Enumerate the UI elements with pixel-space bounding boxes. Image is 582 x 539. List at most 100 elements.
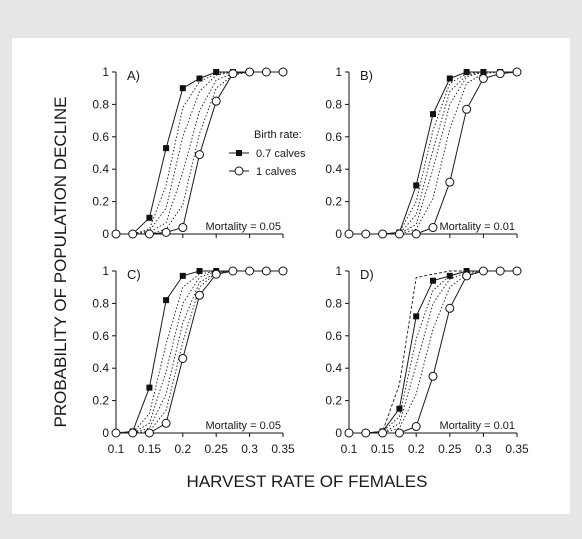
panel-0: 0 0.2 0.4 0.6 0.8 1 A) Mortality = 0.05 [92, 65, 288, 241]
panel-3-x-tick-label: 0.1 [341, 442, 358, 456]
panel-1-label: B) [360, 68, 373, 83]
panel-3-x-tick-label: 0.2 [408, 442, 425, 456]
panel-0-point-circle [144, 229, 154, 239]
panel-3-point-square [396, 405, 403, 412]
panel-1-point-circle [361, 229, 371, 239]
panel-0-point-square [146, 214, 153, 221]
panel-3-x-tick-label: 0.3 [475, 442, 492, 456]
panel-1-point-circle [378, 229, 388, 239]
panel-1-point-square [413, 182, 420, 189]
panel-0-point-square [179, 85, 186, 92]
panel-0-y-tick-label: 0.2 [92, 195, 109, 209]
panel-3-point-circle [378, 428, 388, 438]
panel-3-point-square [446, 272, 453, 279]
panel-2-point-circle [144, 428, 154, 438]
panel-2-series-3-line [116, 270, 283, 434]
panel-3-label: D) [360, 267, 374, 282]
panel-0-label: A) [127, 68, 140, 83]
panel-1-point-square [446, 75, 453, 82]
panel-3-point-circle [428, 371, 438, 381]
figure-paper [12, 38, 570, 514]
panel-0-y-tick-label: 0.4 [92, 162, 109, 176]
panel-3-series-1-line [349, 270, 517, 434]
panel-3-series-0-line [349, 270, 517, 434]
panel-3-x-tick-label: 0.15 [371, 442, 395, 456]
legend-marker-circle [234, 166, 244, 176]
panel-2-label: C) [127, 267, 141, 282]
panel-3-series-4-line [349, 270, 517, 434]
panel-1-series-2-line [349, 71, 517, 235]
panel-1-y-tick-label: 0.8 [325, 97, 342, 111]
panel-3-point-circle [462, 271, 472, 281]
panel-1-point-circle [411, 229, 421, 239]
panel-2-point-circle [211, 269, 221, 279]
panel-0-point-circle [178, 223, 188, 233]
panel-1-series-0-line [349, 71, 517, 235]
panel-2-point-circle [161, 418, 171, 428]
panel-1-series-4-line [349, 71, 517, 235]
panel-3-annotation: Mortality = 0.01 [439, 420, 515, 432]
panel-0-annotation: Mortality = 0.05 [205, 221, 281, 233]
panel-3-point-square [430, 277, 436, 284]
panel-0-y-tick-label: 1 [102, 65, 109, 79]
panel-1-annotation: Mortality = 0.01 [439, 221, 515, 233]
panel-2-point-circle [261, 266, 271, 276]
panel-2-x-tick-label: 0.2 [174, 442, 191, 456]
panel-2-point-circle [195, 290, 204, 300]
panel-3-point-circle [394, 428, 404, 438]
panel-2: 0 0.2 0.4 0.6 0.8 1 0.1 0.15 0.2 0.25 0.3 0.35 C) Mor… [92, 264, 295, 456]
panel-2-y-tick-label: 0.8 [92, 296, 109, 310]
panel-3-y-tick-label: 0.6 [325, 329, 342, 343]
panel-2-y-tick-label: 1 [102, 264, 109, 278]
panel-2-point-circle [245, 266, 255, 276]
panel-3-point-circle [495, 266, 505, 276]
panel-1-point-square [480, 69, 487, 75]
panel-3-point-circle [361, 428, 371, 438]
panel-1-series-1-line [349, 71, 517, 235]
panel-3-point-circle [411, 422, 421, 432]
panel-0-point-circle [245, 67, 255, 77]
panel-1-series-3-line [349, 71, 517, 235]
panel-3-series-5-line [349, 270, 517, 434]
legend-title: Birth rate: [254, 129, 302, 141]
panel-0-point-circle [278, 67, 288, 77]
panel-3-point-square [413, 313, 420, 320]
panel-2-point-square [163, 297, 170, 304]
panel-1-y-tick-label: 0.2 [325, 195, 342, 209]
panel-3-series-3-line [349, 270, 517, 434]
panel-1-point-square [463, 69, 470, 75]
x-axis-label: HARVEST RATE OF FEMALES [187, 472, 428, 491]
panel-2-point-circle [278, 266, 288, 276]
panel-3-point-circle [344, 428, 354, 438]
panel-1-point-circle [344, 229, 354, 239]
panel-0-y-tick-label: 0 [102, 227, 109, 241]
panel-0-point-square [196, 75, 203, 82]
panel-0-point-circle [195, 150, 204, 160]
panel-1-point-circle [445, 177, 455, 187]
panel-0-point-circle [111, 229, 121, 239]
panel-2-x-tick-label: 0.25 [205, 442, 229, 456]
panel-2-point-square [179, 272, 186, 279]
y-axis-label: PROBABILITY OF POPULATION DECLINE [51, 97, 70, 428]
panel-1-y-tick-label: 0 [335, 227, 342, 241]
panel-3-point-circle [445, 303, 455, 313]
panel-3-x-tick-label: 0.25 [438, 442, 462, 456]
panel-2-point-circle [178, 353, 188, 363]
panel-0-y-tick-label: 0.6 [92, 130, 109, 144]
panel-1-point-circle [394, 229, 404, 239]
legend-marker-square [236, 150, 242, 156]
panel-1-point-circle [462, 104, 472, 114]
panel-1-y-tick-label: 0.4 [325, 162, 342, 176]
panel-2-annotation: Mortality = 0.05 [205, 420, 281, 432]
panel-2-point-square [196, 268, 203, 274]
panel-2-x-tick-label: 0.1 [108, 442, 125, 456]
legend: Birth rate: 0.7 calves 1 calves [229, 129, 306, 178]
panel-3-point-circle [512, 266, 522, 276]
panel-2-point-circle [128, 428, 138, 438]
panel-0-point-square [213, 69, 220, 75]
panel-3-y-tick-label: 1 [335, 264, 342, 278]
panel-1-y-tick-label: 1 [335, 65, 342, 79]
panel-1: 0 0.2 0.4 0.6 0.8 1 B) Mortality = 0.01 [325, 65, 522, 241]
legend-label-0: 0.7 calves [256, 148, 306, 160]
